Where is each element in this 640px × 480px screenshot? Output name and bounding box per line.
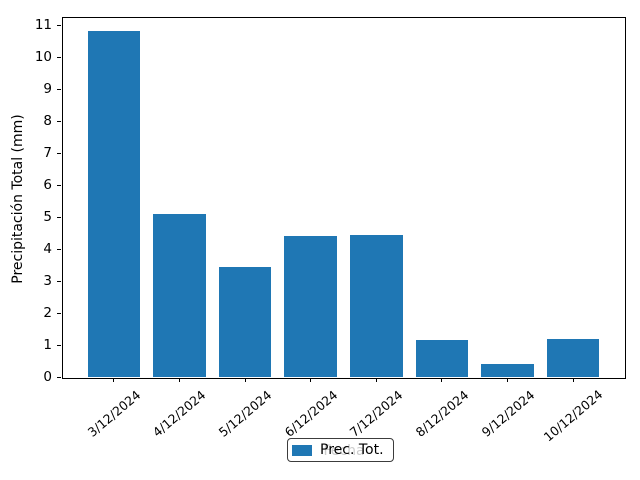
y-tick bbox=[57, 376, 61, 378]
y-tick-label: 10 bbox=[34, 49, 52, 65]
y-tick-label: 4 bbox=[43, 241, 52, 257]
bar bbox=[350, 234, 403, 377]
y-tick bbox=[57, 56, 61, 58]
y-tick bbox=[57, 248, 61, 250]
y-tick-label: 3 bbox=[43, 273, 52, 289]
y-tick-label: 5 bbox=[43, 209, 52, 225]
y-tick-label: 11 bbox=[34, 17, 52, 33]
bar bbox=[87, 31, 141, 377]
x-tick bbox=[310, 378, 312, 382]
x-tick-label: 3/12/2024 bbox=[84, 386, 144, 440]
x-tick-label: 4/12/2024 bbox=[150, 386, 209, 440]
y-tick bbox=[57, 312, 61, 314]
y-tick-label: 7 bbox=[43, 145, 52, 161]
x-tick-label: 10/12/2024 bbox=[540, 386, 606, 445]
y-tick bbox=[57, 152, 61, 154]
x-tick-label: 9/12/2024 bbox=[478, 386, 537, 440]
x-tick-label: 8/12/2024 bbox=[412, 386, 472, 440]
y-tick-label: 2 bbox=[43, 305, 52, 321]
y-tick bbox=[57, 280, 61, 282]
x-tick bbox=[244, 378, 246, 382]
x-tick bbox=[572, 378, 574, 382]
bar bbox=[415, 340, 469, 377]
legend-label: Prec. Tot. bbox=[320, 442, 384, 458]
y-tick-label: 9 bbox=[43, 81, 52, 97]
bar bbox=[481, 364, 534, 377]
x-tick bbox=[441, 378, 443, 382]
bar bbox=[546, 338, 600, 377]
x-tick bbox=[113, 378, 115, 382]
y-tick bbox=[57, 120, 61, 122]
legend-swatch-icon bbox=[292, 444, 312, 456]
x-tick-label: 5/12/2024 bbox=[215, 386, 275, 440]
x-tick bbox=[507, 378, 509, 382]
y-tick-label: 8 bbox=[43, 113, 52, 129]
x-tick-label: 7/12/2024 bbox=[346, 386, 406, 440]
y-tick-label: 1 bbox=[43, 337, 52, 353]
y-tick bbox=[57, 184, 61, 186]
bar bbox=[284, 236, 337, 377]
x-tick bbox=[178, 378, 180, 382]
legend: Prec. Tot. bbox=[287, 438, 394, 462]
y-tick-label: 0 bbox=[43, 369, 52, 385]
x-tick bbox=[375, 378, 377, 382]
x-tick-label: 6/12/2024 bbox=[281, 386, 341, 440]
y-tick-label: 6 bbox=[43, 177, 52, 193]
y-tick bbox=[57, 344, 61, 346]
y-tick bbox=[57, 88, 61, 90]
bar bbox=[153, 213, 206, 377]
bar bbox=[218, 266, 272, 377]
y-axis-label: Precipitación Total (mm) bbox=[10, 114, 26, 284]
plot-area bbox=[62, 17, 624, 377]
y-tick bbox=[57, 216, 61, 218]
y-tick bbox=[57, 24, 61, 26]
